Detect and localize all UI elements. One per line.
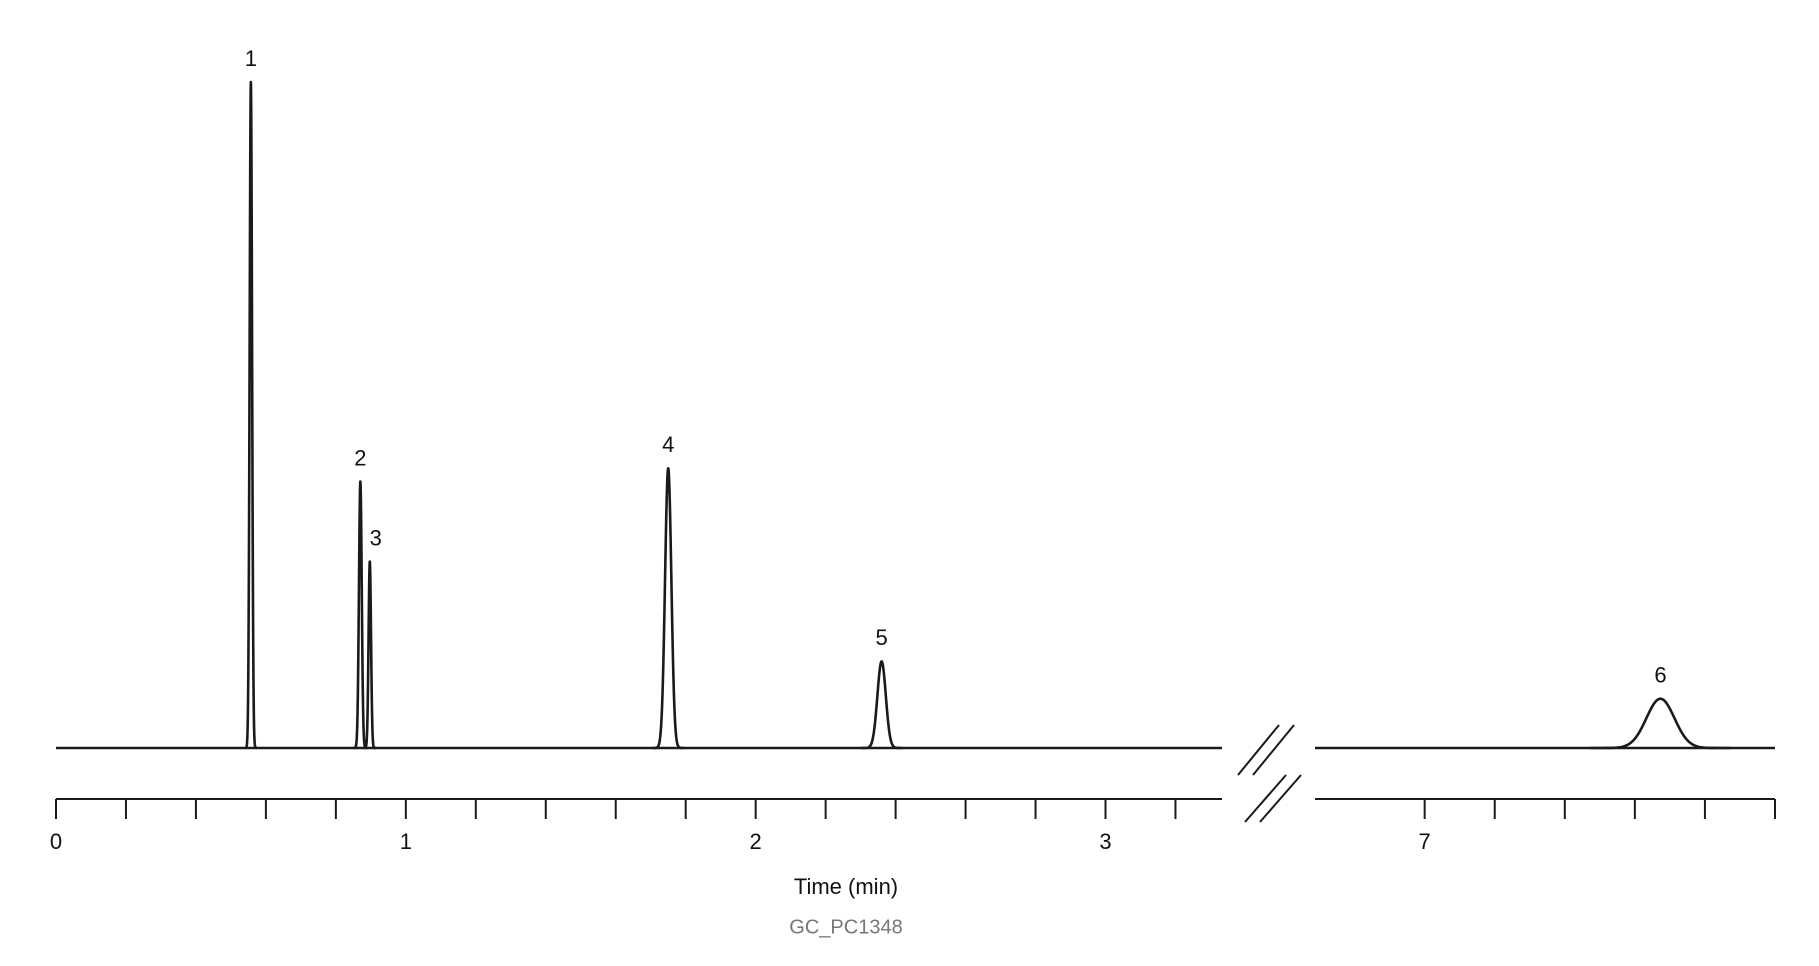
x-tick-label: 1: [400, 829, 412, 854]
peak: [859, 660, 904, 750]
break-mark: [1259, 774, 1302, 823]
axis-break: [1237, 724, 1302, 823]
x-tick-label: 7: [1419, 829, 1431, 854]
peak: [362, 560, 378, 750]
peak-label: 2: [354, 445, 366, 470]
figure-code: GC_PC1348: [789, 916, 902, 938]
peak: [243, 80, 259, 750]
x-tick-label: 2: [750, 829, 762, 854]
peak-label: 5: [875, 625, 887, 650]
peak-label: 1: [245, 46, 257, 71]
break-mark: [1237, 724, 1280, 776]
peak: [651, 466, 685, 750]
break-mark: [1252, 724, 1295, 776]
break-mark: [1244, 774, 1287, 823]
x-tick-label: 0: [50, 829, 62, 854]
x-axis-title: Time (min): [794, 874, 898, 899]
peak-label: 3: [370, 525, 382, 550]
peak: [1590, 697, 1731, 750]
peak-label: 6: [1654, 663, 1666, 688]
peak: [352, 480, 369, 750]
x-tick-label: 3: [1099, 829, 1111, 854]
peak-label: 4: [662, 432, 674, 457]
